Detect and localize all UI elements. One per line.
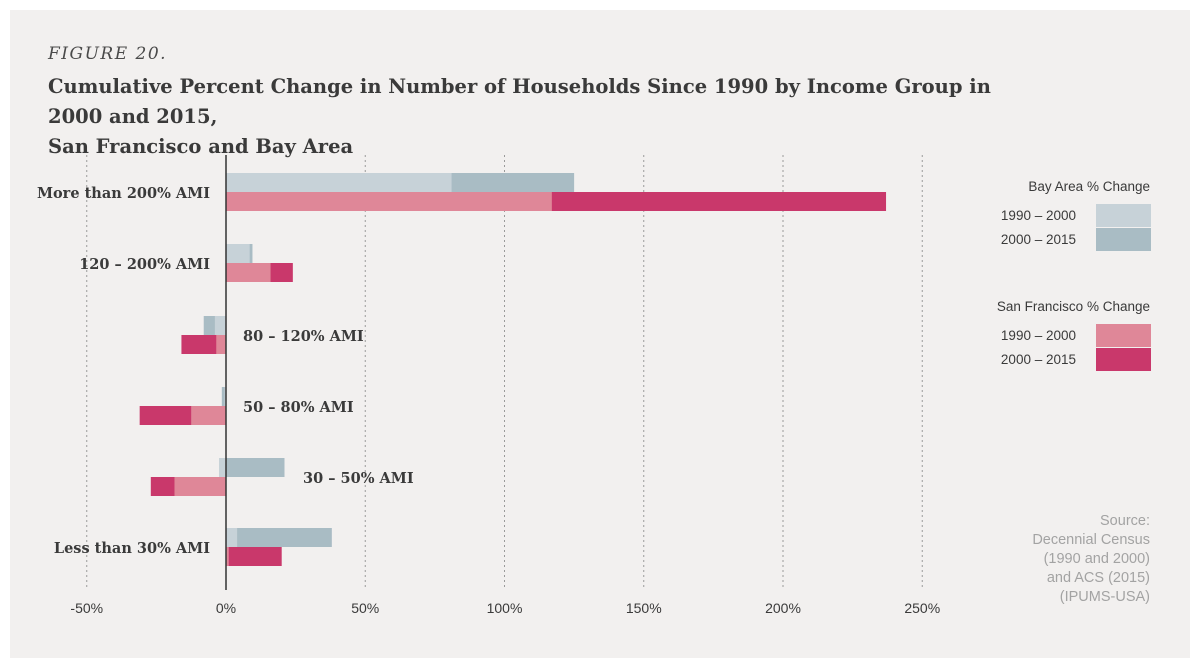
x-tick-label: 150%	[626, 600, 662, 616]
x-tick-label: 50%	[351, 600, 379, 616]
bar-sf-1990-2000	[226, 192, 552, 211]
legend-item-label: 2000 – 2015	[1001, 232, 1076, 247]
legend-group-title: San Francisco % Change	[997, 299, 1150, 314]
legend-swatch	[1096, 228, 1151, 251]
legend-item-label: 1990 – 2000	[1001, 328, 1076, 343]
bar-sf-1990-2000	[174, 477, 226, 496]
figure-label: FIGURE 20.	[48, 44, 168, 64]
bar-sf-2000-2015	[226, 547, 282, 566]
source-line: Source:	[1100, 513, 1150, 529]
chart-title-line-1: Cumulative Percent Change in Number of H…	[48, 75, 991, 128]
chart-title-line-2: San Francisco and Bay Area	[48, 135, 354, 158]
legend-item-label: 2000 – 2015	[1001, 352, 1076, 367]
legend-swatch	[1096, 204, 1151, 227]
bar-bay-1990-2000	[219, 458, 226, 477]
bar-bay-2000-2015	[221, 387, 226, 406]
bar-sf-2000-2015	[181, 335, 226, 354]
source-line: and ACS (2015)	[1046, 570, 1150, 586]
source-line: (1990 and 2000)	[1043, 551, 1150, 567]
category-label: More than 200% AMI	[37, 185, 210, 202]
category-label: 80 – 120% AMI	[243, 328, 364, 345]
category-label: Less than 30% AMI	[54, 540, 210, 557]
category-label: 50 – 80% AMI	[243, 399, 354, 416]
source-line: Decennial Census	[1032, 532, 1150, 548]
x-tick-label: 200%	[765, 600, 801, 616]
bar-bay-1990-2000	[226, 173, 452, 192]
category-label: 30 – 50% AMI	[303, 470, 414, 487]
source-line: (IPUMS-USA)	[1059, 589, 1150, 605]
bar-bay-2000-2015	[226, 528, 332, 547]
x-tick-label: -50%	[70, 600, 103, 616]
source-note: Source: Decennial Census (1990 and 2000)…	[970, 512, 1150, 607]
x-tick-label: 0%	[216, 600, 236, 616]
x-tick-label: 100%	[487, 600, 523, 616]
legend-item-label: 1990 – 2000	[1001, 208, 1076, 223]
bar-sf-1990-2000	[216, 335, 226, 354]
chart-title: Cumulative Percent Change in Number of H…	[48, 72, 1048, 162]
legend-swatch	[1096, 324, 1151, 347]
legend-swatch	[1096, 348, 1151, 371]
bar-sf-1990-2000	[226, 547, 229, 566]
category-label: 120 – 200% AMI	[79, 256, 210, 273]
bar-sf-1990-2000	[191, 406, 226, 425]
bar-bay-1990-2000	[226, 244, 250, 263]
bar-bay-2000-2015	[226, 458, 285, 477]
bar-bay-1990-2000	[226, 528, 238, 547]
bar-sf-1990-2000	[226, 263, 271, 282]
bar-bay-1990-2000	[214, 316, 226, 335]
x-tick-label: 250%	[904, 600, 940, 616]
legend-group-title: Bay Area % Change	[1028, 179, 1150, 194]
